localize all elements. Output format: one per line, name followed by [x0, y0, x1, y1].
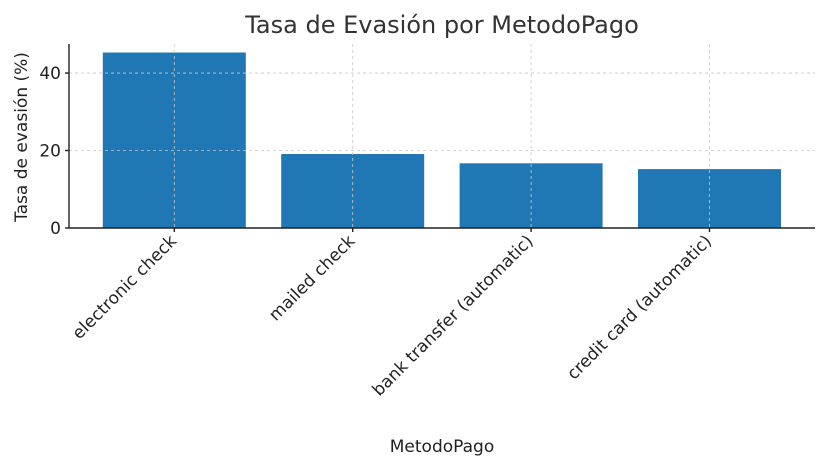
y-tick-label: 20 [39, 142, 61, 162]
x-tick-label: mailed check [265, 231, 359, 325]
chart-title: Tasa de Evasión por MetodoPago [244, 11, 639, 39]
x-ticks: electronic check mailed check bank transfe… [69, 228, 716, 400]
y-tick-label: 0 [50, 219, 61, 239]
grid-layer [69, 44, 815, 228]
axes-layer [68, 44, 815, 229]
y-tick-label: 40 [39, 64, 61, 84]
y-axis-label: Tasa de evasión (%) [12, 52, 32, 223]
bars-layer [102, 52, 781, 228]
x-tick-label: bank transfer (automatic) [369, 231, 538, 400]
x-tick-label: credit card (automatic) [563, 231, 716, 384]
x-tick-label: electronic check [69, 231, 181, 343]
y-ticks: 0 20 40 [39, 64, 69, 239]
x-axis-label: MetodoPago [390, 437, 494, 457]
